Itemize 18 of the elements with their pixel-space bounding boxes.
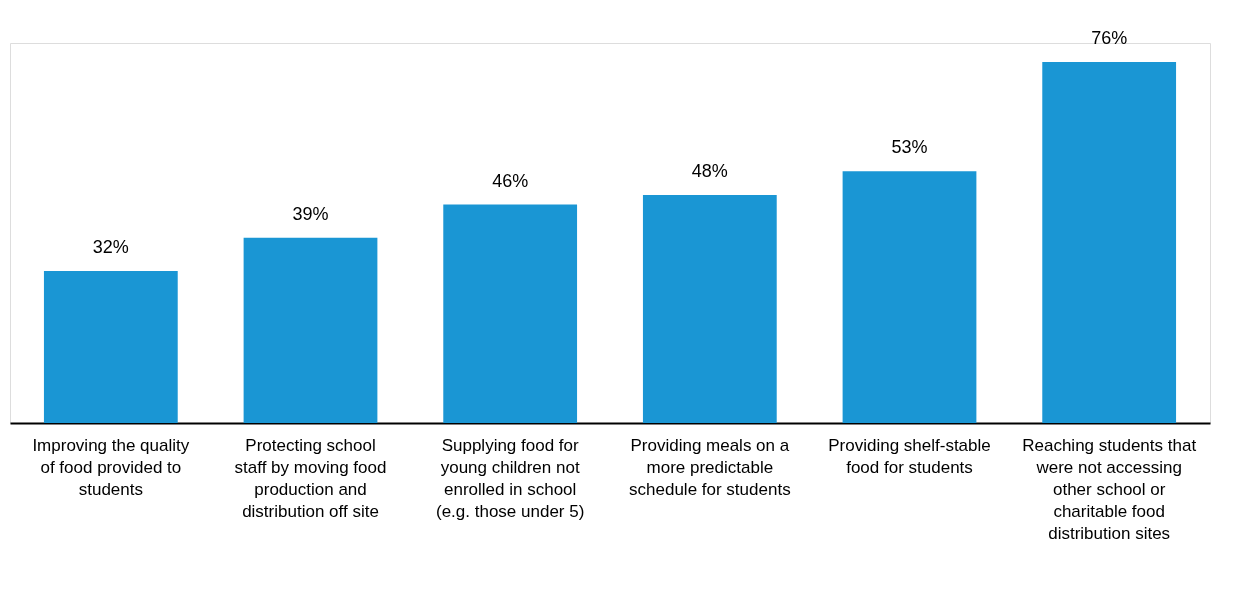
x-tick-label: Reaching students that were not accessing other school or charitable food distribution sites	[1022, 435, 1197, 543]
bar	[642, 195, 777, 423]
x-tick-label: Improving the quality of food provided to students	[32, 435, 190, 499]
data-label: 39%	[292, 203, 329, 224]
data-label: 32%	[92, 237, 129, 257]
bar	[842, 171, 977, 423]
data-label: 76%	[1091, 28, 1128, 48]
data-label: 48%	[691, 161, 728, 181]
bar	[243, 237, 378, 423]
x-tick-label: Protecting school staff by moving food production and distribution off site	[234, 435, 387, 521]
x-tick-label: Providing meals on a more predictable schedule for students	[629, 435, 791, 499]
data-label: 46%	[492, 170, 529, 191]
x-tick-label: Providing shelf-stable food for students	[828, 435, 991, 477]
bar	[43, 271, 178, 423]
bar	[443, 204, 578, 423]
bar	[1042, 62, 1177, 423]
x-tick-label: Supplying food for young children not enrolled in school (e.g. those under 5)	[435, 435, 585, 521]
data-label: 53%	[891, 137, 928, 158]
